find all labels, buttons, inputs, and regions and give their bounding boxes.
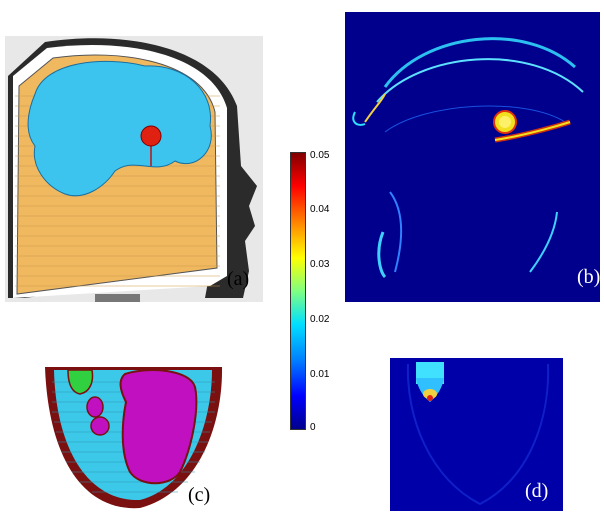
colorbar-tick-1: 0.04 xyxy=(310,204,330,215)
colorbar-tick-2: 0.03 xyxy=(310,259,330,270)
panel-d-field-map: (d) xyxy=(390,358,563,511)
panel-a-head-model: (a) xyxy=(5,36,263,302)
panel-d-label: (d) xyxy=(525,480,549,502)
panel-c-cup-model: (c) xyxy=(40,362,225,512)
field-map-figure xyxy=(345,12,600,302)
head-model-figure xyxy=(5,36,263,302)
panel-b-label: (b) xyxy=(577,266,601,288)
colorbar: 0.05 0.04 0.03 0.02 0.01 0 xyxy=(288,150,338,433)
cup-field-map-figure xyxy=(390,358,563,511)
colorbar-tick-4: 0.01 xyxy=(310,369,330,380)
colorbar-tick-3: 0.02 xyxy=(310,314,330,325)
panel-a-label: (a) xyxy=(227,268,250,290)
panel-b-field-map: (b) xyxy=(345,12,600,302)
cup-model-figure xyxy=(40,362,225,512)
colorbar-gradient xyxy=(290,152,306,430)
colorbar-tick-0: 0.05 xyxy=(310,150,330,161)
panel-c-label: (c) xyxy=(188,484,211,506)
colorbar-tick-5: 0 xyxy=(310,422,316,433)
